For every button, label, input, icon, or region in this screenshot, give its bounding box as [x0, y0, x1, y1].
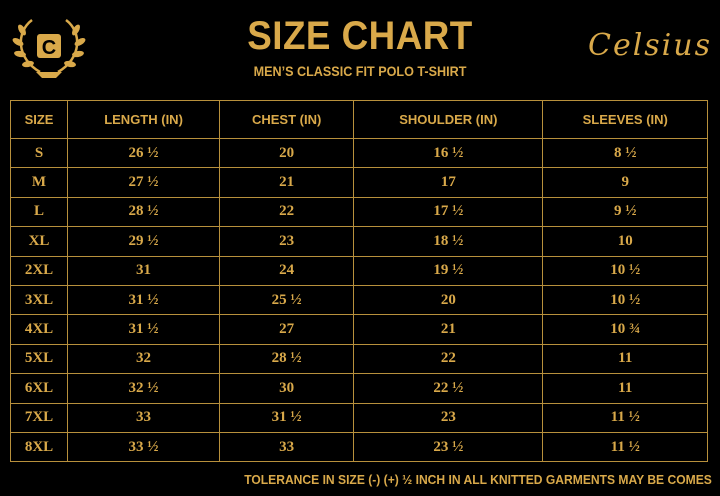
column-header-size: SIZE: [9, 100, 69, 139]
page-subtitle: MEN’S CLASSIC FIT POLO T-SHIRT: [253, 63, 467, 79]
cell-chest: 30: [219, 373, 355, 404]
table-row: 3XL 31 ½ 25 ½ 20 10 ½: [9, 284, 708, 316]
cell-chest: 22: [219, 196, 355, 228]
size-chart-table: SIZE LENGTH (IN) CHEST (IN) SHOULDER (IN…: [9, 100, 708, 463]
cell-length: 32 ½: [67, 373, 221, 404]
cell-shoulder: 22 ½: [353, 373, 544, 404]
table-header-row: SIZE LENGTH (IN) CHEST (IN) SHOULDER (IN…: [9, 100, 708, 139]
tolerance-note: TOLERANCE IN SIZE (-) (+) ½ INCH IN ALL …: [244, 472, 712, 487]
cell-shoulder: 17: [353, 167, 544, 198]
cell-chest: 33: [219, 431, 355, 463]
table-row: 8XL 33 ½ 33 23 ½ 11 ½: [9, 431, 708, 463]
cell-chest: 23: [219, 226, 355, 257]
table-row: 5XL 32 28 ½ 22 11: [9, 343, 708, 375]
cell-chest: 27: [219, 314, 355, 345]
table-row: 4XL 31 ½ 27 21 10 ¾: [9, 314, 708, 345]
cell-shoulder: 17 ½: [353, 196, 544, 228]
cell-chest: 24: [219, 255, 355, 286]
laurel-wreath-icon: C: [12, 19, 86, 78]
cell-size: 3XL: [9, 284, 69, 316]
cell-shoulder: 22: [353, 343, 544, 375]
cell-size: 6XL: [9, 373, 69, 404]
cell-size: 5XL: [9, 343, 69, 375]
cell-sleeves: 8 ½: [542, 137, 708, 169]
cell-sleeves: 10 ½: [542, 284, 708, 316]
cell-shoulder: 20: [353, 284, 544, 316]
cell-length: 27 ½: [67, 167, 221, 198]
cell-shoulder: 23: [353, 402, 544, 433]
cell-shoulder: 23 ½: [353, 431, 544, 463]
page-title: SIZE CHART: [247, 14, 473, 58]
column-header-sleeves: SLEEVES (IN): [542, 100, 708, 139]
cell-chest: 25 ½: [219, 284, 355, 316]
cell-sleeves: 10 ½: [542, 255, 708, 286]
table-row: M 27 ½ 21 17 9: [9, 167, 708, 198]
cell-shoulder: 21: [353, 314, 544, 345]
cell-chest: 28 ½: [219, 343, 355, 375]
column-header-length: LENGTH (IN): [67, 100, 221, 139]
cell-chest: 31 ½: [219, 402, 355, 433]
table-row: 6XL 32 ½ 30 22 ½ 11: [9, 373, 708, 404]
cell-sleeves: 9: [542, 167, 708, 198]
table-row: XL 29 ½ 23 18 ½ 10: [9, 226, 708, 257]
cell-size: 4XL: [9, 314, 69, 345]
cell-sleeves: 11: [542, 373, 708, 404]
column-header-chest: CHEST (IN): [219, 100, 355, 139]
cell-size: L: [9, 196, 69, 228]
cell-sleeves: 10 ¾: [542, 314, 708, 345]
cell-size: 2XL: [9, 255, 69, 286]
cell-length: 29 ½: [67, 226, 221, 257]
cell-length: 26 ½: [67, 137, 221, 169]
cell-sleeves: 11 ½: [542, 431, 708, 463]
cell-sleeves: 10: [542, 226, 708, 257]
cell-sleeves: 11 ½: [542, 402, 708, 433]
brand-name: Celsius: [587, 28, 712, 63]
svg-text:C: C: [42, 37, 56, 59]
cell-size: 8XL: [9, 431, 69, 463]
cell-size: XL: [9, 226, 69, 257]
column-header-shoulder: SHOULDER (IN): [353, 100, 544, 139]
table-row: 2XL 31 24 19 ½ 10 ½: [9, 255, 708, 286]
cell-shoulder: 19 ½: [353, 255, 544, 286]
cell-length: 31: [67, 255, 221, 286]
cell-length: 33: [67, 402, 221, 433]
table-row: 7XL 33 31 ½ 23 11 ½: [9, 402, 708, 433]
cell-length: 31 ½: [67, 284, 221, 316]
cell-length: 31 ½: [67, 314, 221, 345]
cell-size: S: [9, 137, 69, 169]
cell-length: 28 ½: [67, 196, 221, 228]
cell-sleeves: 11: [542, 343, 708, 375]
cell-length: 32: [67, 343, 221, 375]
brand-logo: C: [10, 14, 88, 80]
cell-size: 7XL: [9, 402, 69, 433]
cell-sleeves: 9 ½: [542, 196, 708, 228]
cell-shoulder: 18 ½: [353, 226, 544, 257]
cell-chest: 21: [219, 167, 355, 198]
cell-chest: 20: [219, 137, 355, 169]
cell-shoulder: 16 ½: [353, 137, 544, 169]
cell-size: M: [9, 167, 69, 198]
cell-length: 33 ½: [67, 431, 221, 463]
